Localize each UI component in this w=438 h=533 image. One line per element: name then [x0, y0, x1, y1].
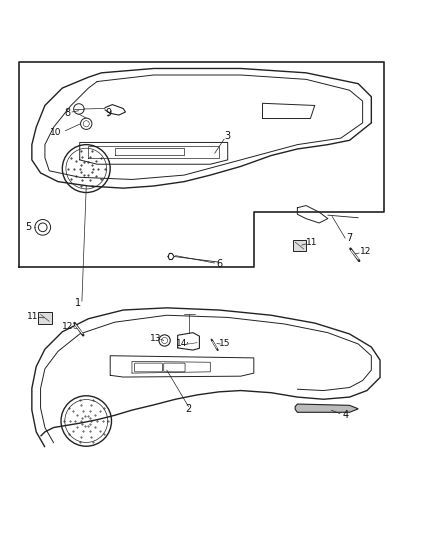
- Text: 13: 13: [150, 334, 162, 343]
- Text: 10: 10: [50, 128, 62, 137]
- FancyBboxPatch shape: [293, 240, 307, 251]
- Text: 11: 11: [306, 238, 317, 247]
- Text: 2: 2: [185, 404, 192, 414]
- Text: 12: 12: [62, 322, 74, 332]
- Text: 11: 11: [27, 312, 39, 321]
- Text: 8: 8: [64, 108, 71, 118]
- Text: 6: 6: [217, 260, 223, 269]
- FancyBboxPatch shape: [38, 312, 52, 324]
- Text: 5: 5: [25, 222, 32, 232]
- Text: 7: 7: [346, 233, 353, 243]
- Text: 9: 9: [105, 108, 111, 118]
- Text: 1: 1: [74, 298, 81, 309]
- Polygon shape: [295, 404, 358, 413]
- Text: 15: 15: [219, 340, 230, 349]
- Text: 14: 14: [177, 339, 188, 348]
- Text: 4: 4: [343, 410, 349, 421]
- Text: 12: 12: [360, 247, 371, 256]
- Text: 3: 3: [225, 131, 231, 141]
